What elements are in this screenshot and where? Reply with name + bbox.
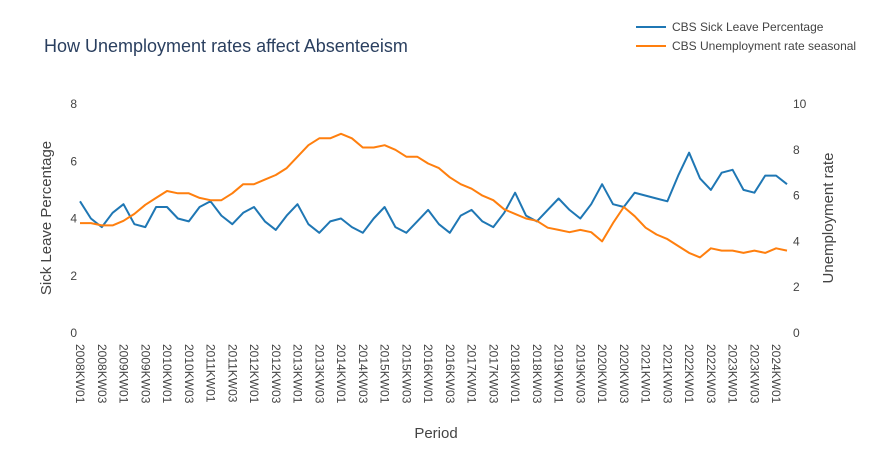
x-tick-label: 2020KW01: [595, 344, 609, 404]
y2-tick-label: 10: [793, 97, 807, 111]
x-tick-label: 2020KW03: [617, 344, 631, 404]
x-tick-label: 2010KW03: [182, 344, 196, 404]
x-tick-label: 2021KW01: [639, 344, 653, 404]
x-tick-label: 2013KW03: [312, 344, 326, 404]
y-axis-label: Sick Leave Percentage: [38, 141, 55, 295]
x-tick-label: 2010KW01: [160, 344, 174, 404]
x-tick-label: 2009KW01: [117, 344, 131, 404]
x-tick-label: 2019KW01: [552, 344, 566, 404]
x-tick-label: 2009KW03: [138, 344, 152, 404]
y2-tick-label: 0: [793, 326, 800, 340]
x-tick-label: 2011KW01: [204, 344, 218, 403]
x-tick-label: 2015KW01: [378, 344, 392, 404]
y2-axis-label: Unemployment rate: [820, 153, 837, 284]
x-tick-label: 2016KW03: [443, 344, 457, 404]
x-axis-label: Period: [414, 425, 457, 442]
series-line: [79, 151, 788, 234]
x-tick-label: 2008KW03: [95, 344, 109, 404]
x-tick-label: 2013KW01: [291, 344, 305, 404]
x-tick-label: 2014KW01: [334, 344, 348, 404]
x-tick-label: 2008KW01: [73, 344, 87, 404]
x-tick-label: 2021KW03: [660, 344, 674, 404]
legend-label: CBS Unemployment rate seasonal: [672, 39, 856, 53]
x-tick-label: 2017KW01: [465, 344, 479, 404]
y-tick-label: 4: [70, 212, 77, 226]
x-tick-label: 2018KW03: [530, 344, 544, 404]
x-tick-label: 2011KW03: [225, 344, 239, 403]
x-tick-label: 2022KW03: [704, 344, 718, 404]
x-tick-label: 2022KW01: [682, 344, 696, 404]
x-tick-label: 2015KW03: [399, 344, 413, 404]
y2-tick-label: 6: [793, 189, 800, 203]
x-tick-label: 2017KW03: [486, 344, 500, 404]
x-tick-label: 2012KW01: [247, 344, 261, 404]
x-tick-label: 2024KW01: [769, 344, 783, 404]
y2-tick-label: 2: [793, 280, 800, 294]
series-line: [80, 132, 788, 259]
x-tick-label: 2016KW01: [421, 344, 435, 404]
y2-tick-label: 8: [793, 143, 800, 157]
x-tick-label: 2023KW01: [726, 344, 740, 404]
x-tick-label: 2018KW01: [508, 344, 522, 404]
y-tick-label: 0: [70, 326, 77, 340]
x-tick-label: 2023KW03: [747, 344, 761, 404]
x-tick-label: 2019KW03: [573, 344, 587, 404]
x-tick-label: 2014KW03: [356, 344, 370, 404]
x-tick-label: 2012KW03: [269, 344, 283, 404]
y2-tick-label: 4: [793, 234, 800, 248]
legend-label: CBS Sick Leave Percentage: [672, 20, 824, 34]
y-tick-label: 8: [70, 97, 77, 111]
y-tick-label: 6: [70, 154, 77, 168]
chart-title: How Unemployment rates affect Absenteeis…: [44, 36, 408, 56]
y-tick-label: 2: [70, 269, 77, 283]
